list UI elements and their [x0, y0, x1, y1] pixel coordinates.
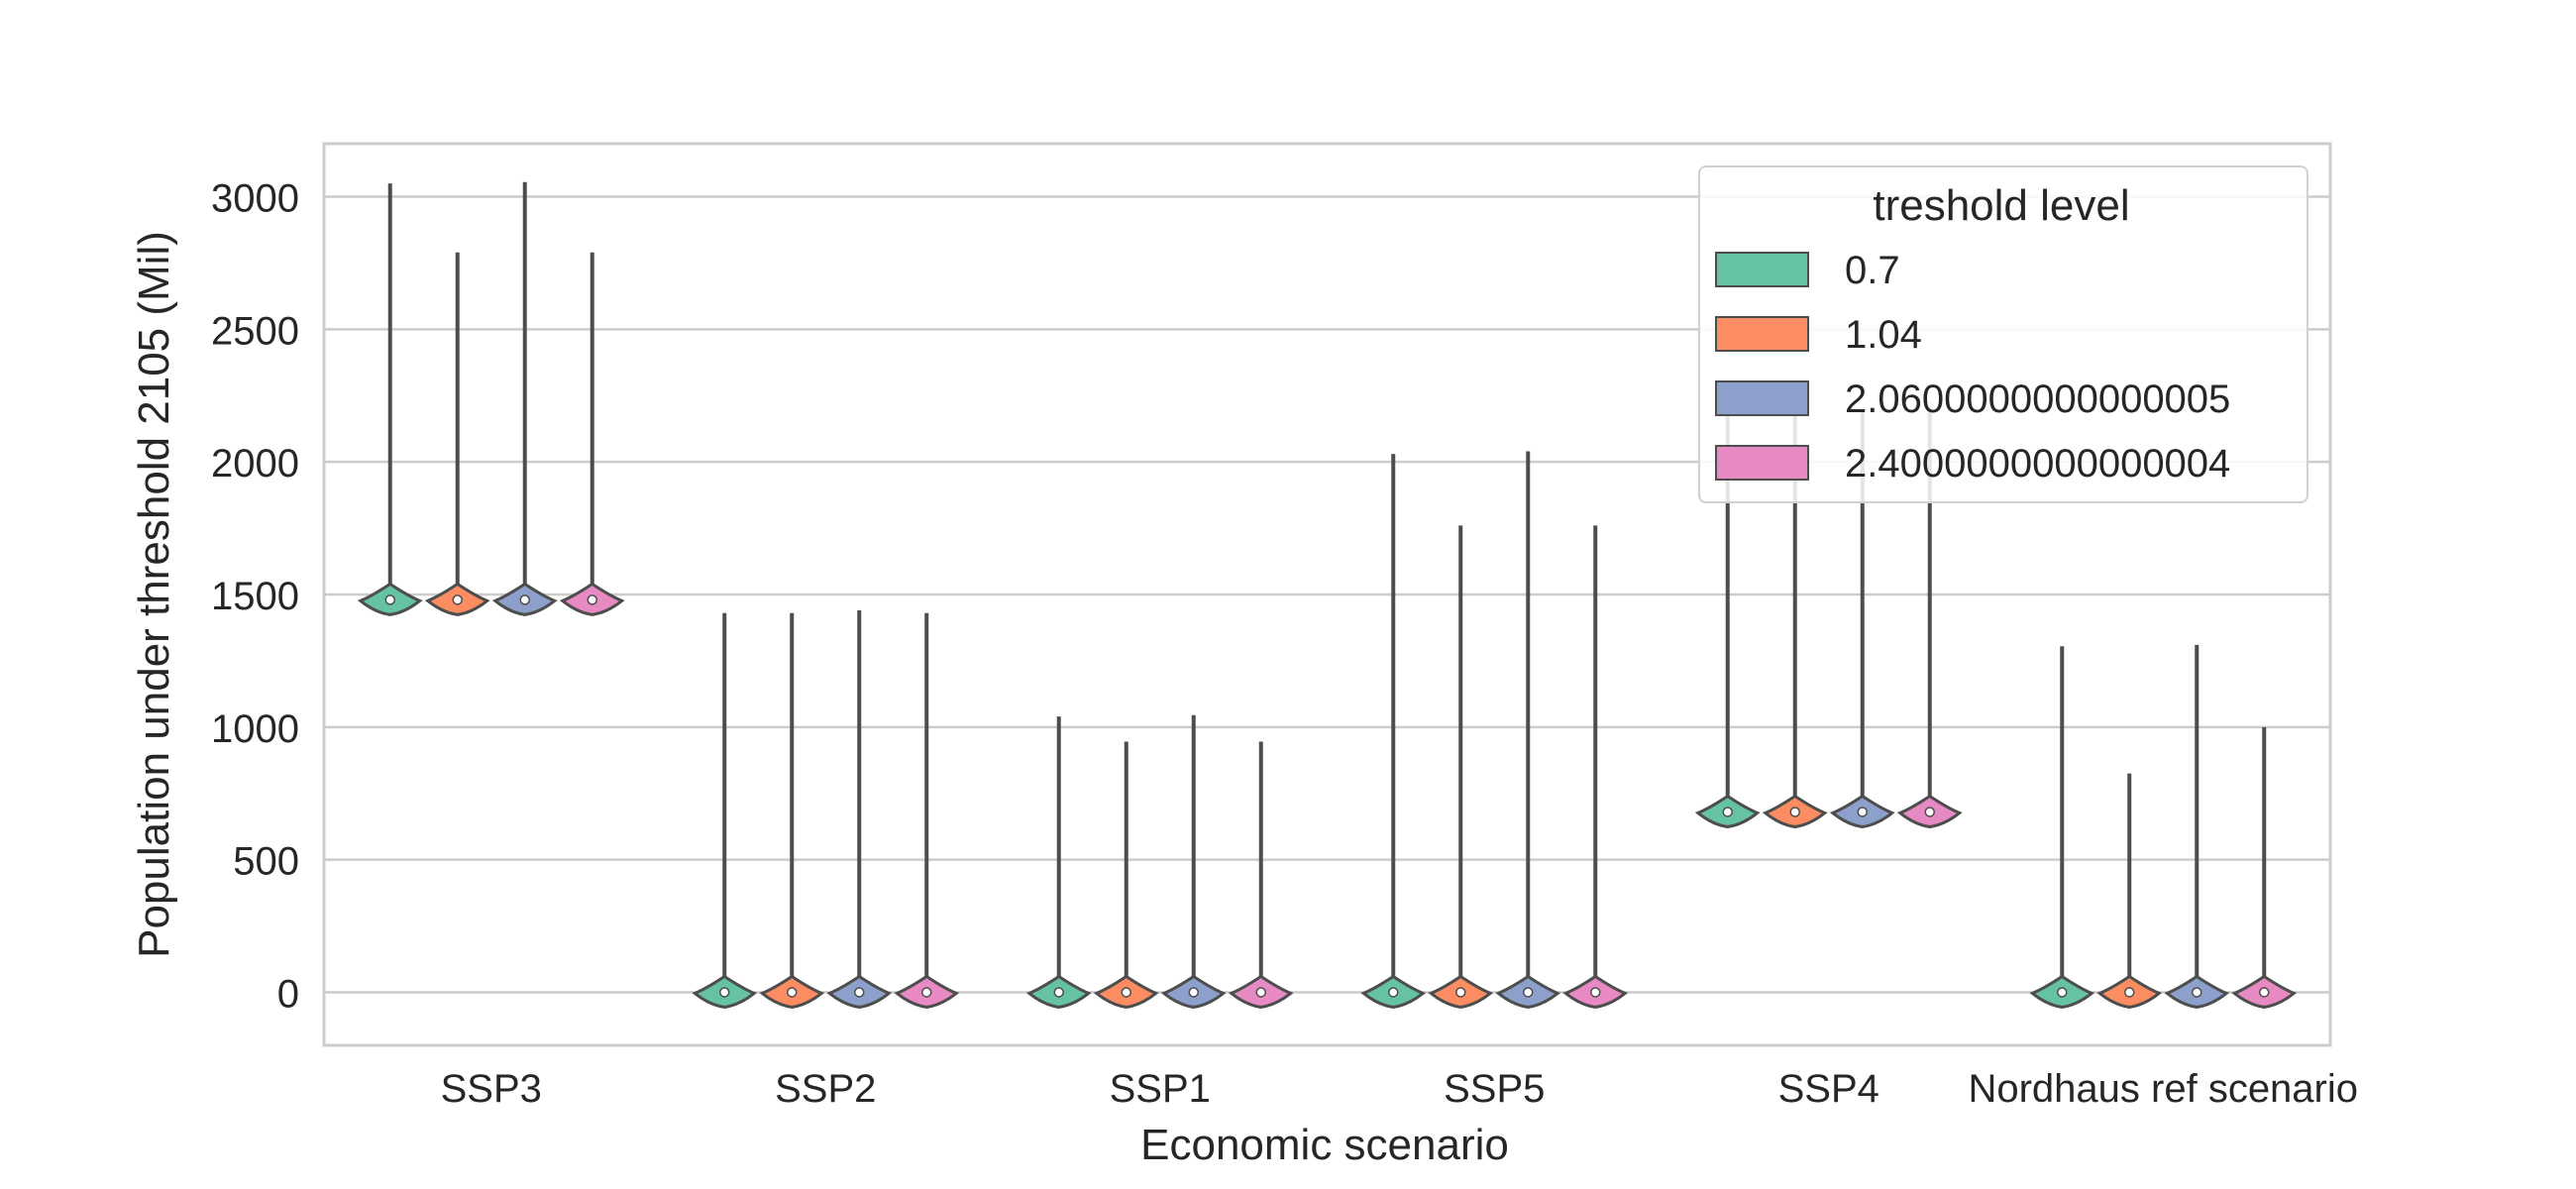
- violin-median: [2124, 987, 2135, 998]
- violin: [1360, 454, 1427, 1009]
- y-tick-label: 0: [277, 972, 299, 1016]
- violin: [1025, 716, 1092, 1009]
- violin: [491, 181, 558, 616]
- violin-median: [854, 987, 865, 998]
- legend-label: 0.7: [1845, 249, 1900, 292]
- x-tick-label: SSP5: [1444, 1067, 1545, 1111]
- violin-median: [587, 594, 597, 605]
- violin-median: [1523, 987, 1534, 998]
- legend-item: 1.04: [1715, 313, 1922, 357]
- violin-median: [1789, 807, 1800, 817]
- y-tick-label: 1500: [211, 575, 299, 618]
- legend-title: treshold level: [1873, 181, 2129, 230]
- x-tick-label: SSP1: [1110, 1067, 1211, 1111]
- y-tick-label: 1000: [211, 707, 299, 751]
- violin: [2029, 646, 2095, 1009]
- violin: [1562, 525, 1629, 1009]
- violin: [2164, 644, 2230, 1009]
- x-tick-labels: SSP3 SSP2 SSP1 SSP5 SSP4 Nordhaus ref scenari…: [441, 1067, 2358, 1111]
- violin: [1228, 741, 1294, 1009]
- legend: treshold level 0.7 1.04 2.0600000000000005…: [1698, 165, 2308, 503]
- violin-median: [1388, 987, 1399, 998]
- x-tick-label: SSP2: [775, 1067, 876, 1111]
- violin-median: [1121, 987, 1131, 998]
- violin-median: [1188, 987, 1199, 998]
- y-tick-label: 500: [233, 840, 299, 884]
- y-tick-label: 2500: [211, 309, 299, 353]
- violin: [759, 612, 825, 1009]
- y-tick-labels: 0 500 1000 1500 2000 2500 3000: [211, 177, 299, 1017]
- violin-median: [1053, 987, 1064, 998]
- violin: [559, 252, 625, 616]
- x-tick-label: SSP3: [441, 1067, 542, 1111]
- legend-frame: [1698, 165, 2308, 503]
- legend-label: 1.04: [1845, 313, 1922, 357]
- violin: [826, 610, 893, 1009]
- violin: [1093, 741, 1159, 1009]
- y-tick-label: 2000: [211, 442, 299, 486]
- violins: [357, 181, 2298, 1009]
- violin-median: [2057, 987, 2068, 998]
- violin-median: [1255, 987, 1266, 998]
- plot-frame: [322, 142, 2332, 1047]
- legend-label: 2.4000000000000004: [1845, 442, 2230, 486]
- violin: [1428, 525, 1494, 1009]
- legend-swatch: [1715, 445, 1809, 481]
- violin-median: [519, 594, 530, 605]
- violin-median: [384, 594, 395, 605]
- violin: [2231, 726, 2298, 1009]
- violin: [2096, 773, 2163, 1009]
- violin-median: [1590, 987, 1601, 998]
- violin: [692, 612, 758, 1009]
- violin-median: [787, 987, 798, 998]
- violin-median: [1924, 807, 1935, 817]
- x-tick-label: SSP4: [1778, 1067, 1879, 1111]
- violin: [894, 612, 960, 1009]
- legend-swatch: [1715, 380, 1809, 416]
- legend-swatch: [1715, 316, 1809, 352]
- x-tick-label: Nordhaus ref scenario: [1968, 1067, 2358, 1111]
- violin: [357, 183, 423, 616]
- legend-item: 0.7: [1715, 249, 1900, 292]
- violin-median: [452, 594, 463, 605]
- x-axis-label: Economic scenario: [1140, 1121, 1509, 1169]
- violin-median: [1857, 807, 1868, 817]
- violin: [1160, 714, 1227, 1009]
- legend-item: 2.4000000000000004: [1715, 442, 2230, 486]
- legend-label: 2.0600000000000005: [1845, 378, 2230, 421]
- violin-median: [2259, 987, 2270, 998]
- legend-swatch: [1715, 252, 1809, 287]
- gridlines: [324, 195, 2330, 994]
- violin: [424, 252, 490, 616]
- violin: [1495, 451, 1561, 1009]
- violin-median: [719, 987, 730, 998]
- violin-median: [1455, 987, 1466, 998]
- y-axis-label: Population under threshold 2105 (Mil): [130, 231, 178, 958]
- violin-median: [921, 987, 932, 998]
- violin-median: [2192, 987, 2202, 998]
- violin-median: [1722, 807, 1733, 817]
- y-tick-label: 3000: [211, 177, 299, 221]
- legend-item: 2.0600000000000005: [1715, 378, 2230, 421]
